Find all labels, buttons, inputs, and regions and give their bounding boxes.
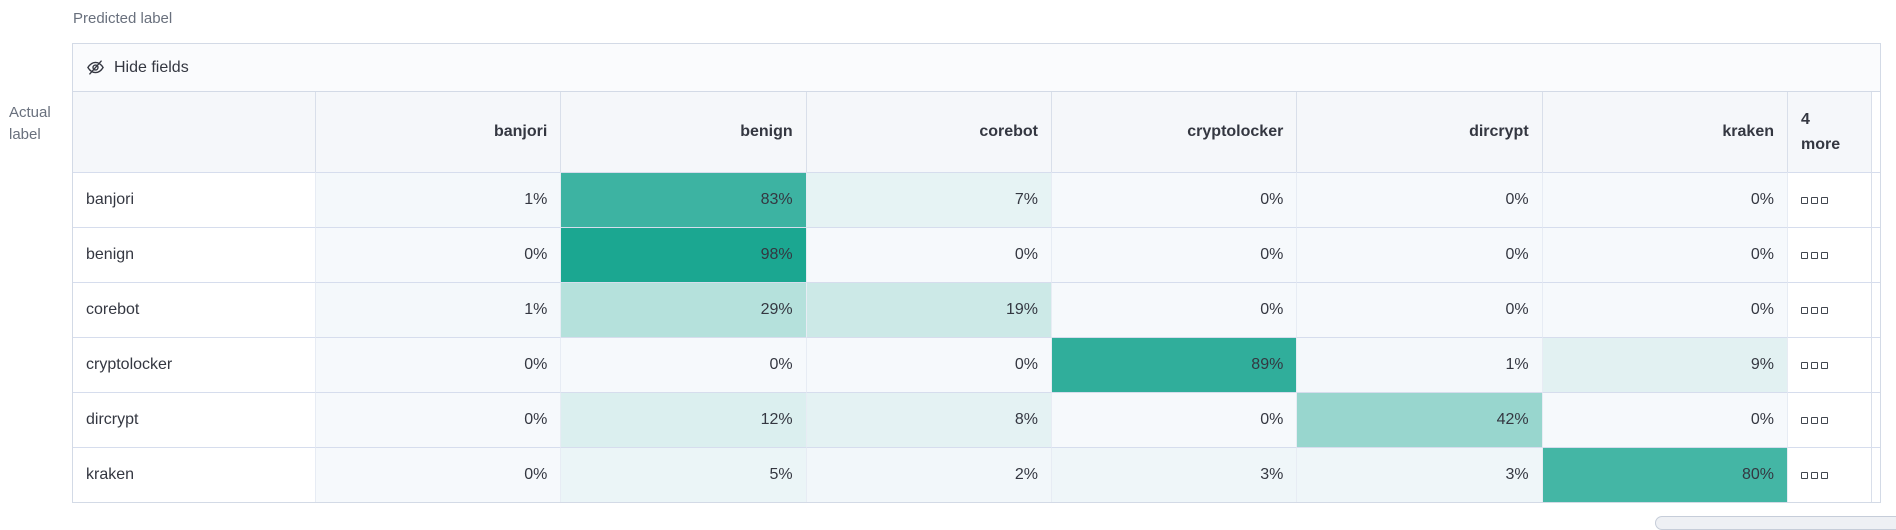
matrix-cell-corebot-kraken: 0% <box>1542 282 1788 337</box>
matrix-cell-banjori-cryptolocker: 0% <box>1051 172 1298 227</box>
boxes-horizontal-icon <box>1800 471 1808 479</box>
matrix-cell-banjori-corebot: 7% <box>806 172 1052 227</box>
boxes-horizontal-icon <box>1810 251 1818 259</box>
scrollbar-gutter <box>1871 337 1880 392</box>
column-header-benign[interactable]: benign <box>561 92 807 172</box>
matrix-cell-benign-benign: 98% <box>561 227 807 282</box>
row-actions-button[interactable] <box>1800 251 1828 259</box>
row-actions-button[interactable] <box>1800 196 1828 204</box>
scrollbar-gutter <box>1871 172 1880 227</box>
row-actions-cell <box>1787 337 1872 392</box>
eye-closed-icon <box>86 58 105 77</box>
row-actions-cell <box>1787 447 1872 502</box>
boxes-horizontal-icon <box>1810 196 1818 204</box>
row-actions-cell <box>1787 227 1872 282</box>
matrix-cell-cryptolocker-corebot: 0% <box>806 337 1052 392</box>
matrix-cell-banjori-banjori: 1% <box>316 172 562 227</box>
matrix-cell-dircrypt-banjori: 0% <box>316 392 562 447</box>
boxes-horizontal-icon <box>1810 306 1818 314</box>
matrix-cell-corebot-cryptolocker: 0% <box>1051 282 1298 337</box>
matrix-cell-cryptolocker-benign: 0% <box>561 337 807 392</box>
row-label-banjori: banjori <box>73 172 316 227</box>
matrix-cell-kraken-dircrypt: 3% <box>1297 447 1543 502</box>
boxes-horizontal-icon <box>1800 361 1808 369</box>
boxes-horizontal-icon <box>1810 361 1818 369</box>
matrix-cell-cryptolocker-banjori: 0% <box>316 337 562 392</box>
boxes-horizontal-icon <box>1810 416 1818 424</box>
matrix-cell-kraken-corebot: 2% <box>806 447 1052 502</box>
matrix-cell-dircrypt-dircrypt: 42% <box>1297 392 1543 447</box>
hide-fields-label: Hide fields <box>114 58 189 76</box>
row-label-corebot: corebot <box>73 282 316 337</box>
row-actions-cell <box>1787 282 1872 337</box>
matrix-cell-kraken-benign: 5% <box>561 447 807 502</box>
confusion-matrix-grid: banjori benign corebot cryptolocker dircrypt… <box>73 92 1880 502</box>
matrix-cell-benign-banjori: 0% <box>316 227 562 282</box>
matrix-cell-benign-corebot: 0% <box>806 227 1052 282</box>
matrix-cell-benign-kraken: 0% <box>1542 227 1788 282</box>
matrix-cell-cryptolocker-cryptolocker: 89% <box>1051 337 1298 392</box>
matrix-cell-dircrypt-kraken: 0% <box>1542 392 1788 447</box>
column-header-banjori[interactable]: banjori <box>316 92 562 172</box>
row-actions-cell <box>1787 172 1872 227</box>
boxes-horizontal-icon <box>1810 471 1818 479</box>
boxes-horizontal-icon <box>1820 471 1828 479</box>
matrix-cell-benign-cryptolocker: 0% <box>1051 227 1298 282</box>
matrix-cell-cryptolocker-kraken: 9% <box>1542 337 1788 392</box>
matrix-cell-kraken-kraken: 80% <box>1542 447 1788 502</box>
boxes-horizontal-icon <box>1800 251 1808 259</box>
scrollbar-gutter <box>1871 447 1880 502</box>
row-label-benign: benign <box>73 227 316 282</box>
matrix-cell-corebot-dircrypt: 0% <box>1297 282 1543 337</box>
row-label-kraken: kraken <box>73 447 316 502</box>
boxes-horizontal-icon <box>1820 196 1828 204</box>
row-actions-button[interactable] <box>1800 471 1828 479</box>
matrix-cell-dircrypt-benign: 12% <box>561 392 807 447</box>
row-actions-button[interactable] <box>1800 416 1828 424</box>
confusion-matrix-panel: Hide fields banjori benign corebot cryptolo… <box>72 43 1881 503</box>
column-header-kraken[interactable]: kraken <box>1542 92 1788 172</box>
row-actions-button[interactable] <box>1800 361 1828 369</box>
row-actions-button[interactable] <box>1800 306 1828 314</box>
matrix-cell-corebot-benign: 29% <box>561 282 807 337</box>
column-header-cryptolocker[interactable]: cryptolocker <box>1051 92 1298 172</box>
row-label-dircrypt: dircrypt <box>73 392 316 447</box>
hide-fields-button[interactable]: Hide fields <box>86 58 189 77</box>
matrix-cell-corebot-banjori: 1% <box>316 282 562 337</box>
actual-label-axis-title: Actual label <box>9 104 51 143</box>
scrollbar-gutter <box>1871 227 1880 282</box>
scrollbar-gutter <box>1871 392 1880 447</box>
matrix-cell-banjori-benign: 83% <box>561 172 807 227</box>
horizontal-scrollbar[interactable] <box>1655 516 1896 530</box>
predicted-label-axis-title: Predicted label <box>73 10 173 27</box>
boxes-horizontal-icon <box>1820 416 1828 424</box>
column-header-corebot[interactable]: corebot <box>806 92 1052 172</box>
matrix-cell-kraken-cryptolocker: 3% <box>1051 447 1298 502</box>
boxes-horizontal-icon <box>1800 306 1808 314</box>
row-label-cryptolocker: cryptolocker <box>73 337 316 392</box>
matrix-cell-benign-dircrypt: 0% <box>1297 227 1543 282</box>
row-actions-cell <box>1787 392 1872 447</box>
boxes-horizontal-icon <box>1820 251 1828 259</box>
boxes-horizontal-icon <box>1820 306 1828 314</box>
boxes-horizontal-icon <box>1800 196 1808 204</box>
matrix-cell-dircrypt-cryptolocker: 0% <box>1051 392 1298 447</box>
boxes-horizontal-icon <box>1820 361 1828 369</box>
boxes-horizontal-icon <box>1800 416 1808 424</box>
matrix-cell-banjori-kraken: 0% <box>1542 172 1788 227</box>
matrix-cell-corebot-corebot: 19% <box>806 282 1052 337</box>
matrix-cell-cryptolocker-dircrypt: 1% <box>1297 337 1543 392</box>
matrix-cell-dircrypt-corebot: 8% <box>806 392 1052 447</box>
matrix-cell-kraken-banjori: 0% <box>316 447 562 502</box>
column-header-dircrypt[interactable]: dircrypt <box>1297 92 1543 172</box>
column-header-more[interactable]: 4 more <box>1787 92 1872 172</box>
matrix-cell-banjori-dircrypt: 0% <box>1297 172 1543 227</box>
data-grid-toolbar: Hide fields <box>73 44 1880 92</box>
scrollbar-gutter <box>1871 282 1880 337</box>
more-columns-label: 4 more <box>1800 111 1841 153</box>
column-header-row-labels <box>73 92 316 172</box>
scrollbar-gutter <box>1871 92 1880 172</box>
